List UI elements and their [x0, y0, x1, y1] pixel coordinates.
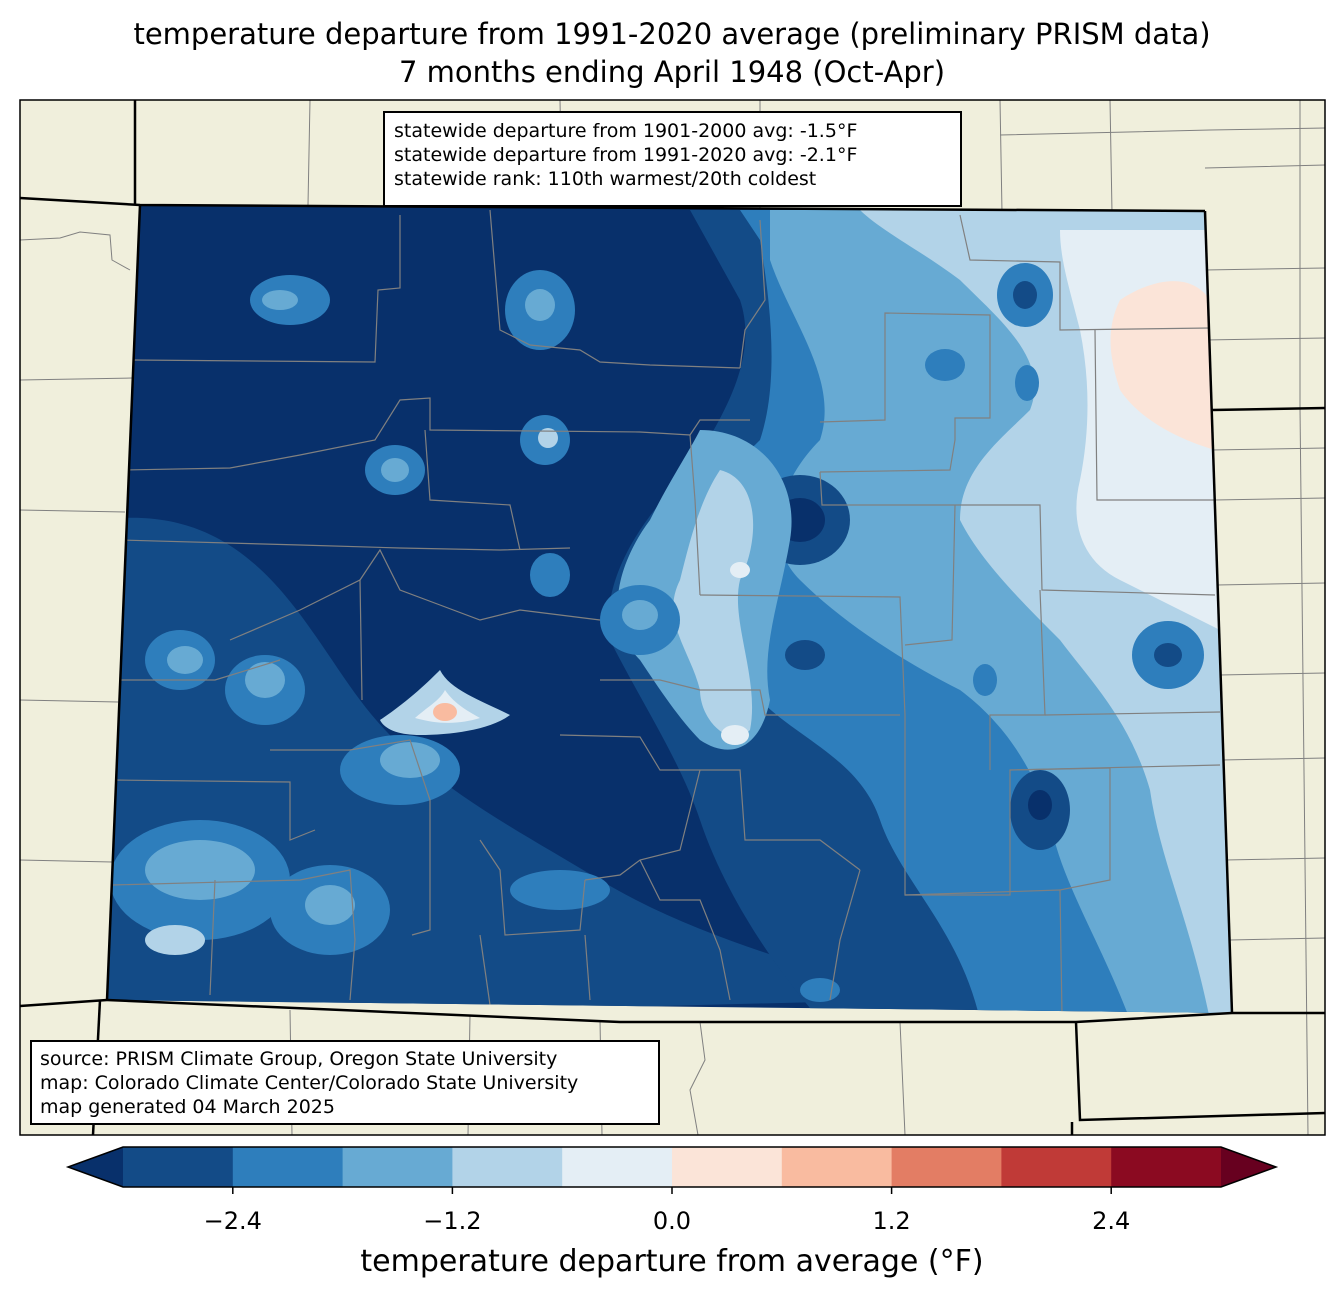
colorbar-label: temperature departure from average (°F) [360, 1244, 984, 1279]
colorbar-bin [452, 1147, 563, 1187]
colorbar-extend-low [68, 1147, 123, 1187]
colorbar-tick-label: 1.2 [872, 1207, 911, 1235]
colorbar-bin [342, 1147, 453, 1187]
state-boundaries [19, 100, 1326, 1136]
map-title-line1: temperature departure from 1991-2020 ave… [133, 17, 1211, 51]
colorbar-outline [65, 1146, 1279, 1188]
source-line-prism: source: PRISM Climate Group, Oregon Stat… [40, 1048, 558, 1070]
colorbar-tick-label: −1.2 [423, 1207, 482, 1235]
stats-line-rank: statewide rank: 110th warmest/20th colde… [394, 168, 817, 190]
colorbar-tick-label: 0.0 [652, 1207, 692, 1235]
colorado-county-lines [111, 209, 1221, 1013]
stats-line-1991-2020: statewide departure from 1991-2020 avg: … [394, 144, 858, 166]
stats-line-1901-2000: statewide departure from 1901-2000 avg: … [394, 120, 858, 142]
colorbar [65, 1146, 1279, 1194]
colorbar-bin [672, 1147, 783, 1187]
source-box: source: PRISM Climate Group, Oregon Stat… [30, 1040, 660, 1125]
colorbar-tick-label: −2.4 [203, 1207, 262, 1235]
colorbar-extend-high [1221, 1147, 1276, 1187]
colorbar-bin [123, 1147, 234, 1187]
colorbar-bin [562, 1147, 673, 1187]
colorbar-bin [1111, 1147, 1222, 1187]
source-line-generated: map generated 04 March 2025 [40, 1096, 335, 1118]
map-title-line2: 7 months ending April 1948 (Oct-Apr) [398, 55, 946, 89]
colorbar-bin [1001, 1147, 1112, 1187]
source-line-map: map: Colorado Climate Center/Colorado St… [40, 1072, 579, 1094]
statewide-stats-box: statewide departure from 1901-2000 avg: … [383, 111, 962, 207]
colorbar-bin [232, 1147, 344, 1187]
colorbar-bin [781, 1147, 893, 1187]
colorbar-bin [891, 1147, 1002, 1187]
temperature-field [107, 205, 1232, 1013]
colorbar-tick-label: 2.4 [1092, 1207, 1131, 1235]
